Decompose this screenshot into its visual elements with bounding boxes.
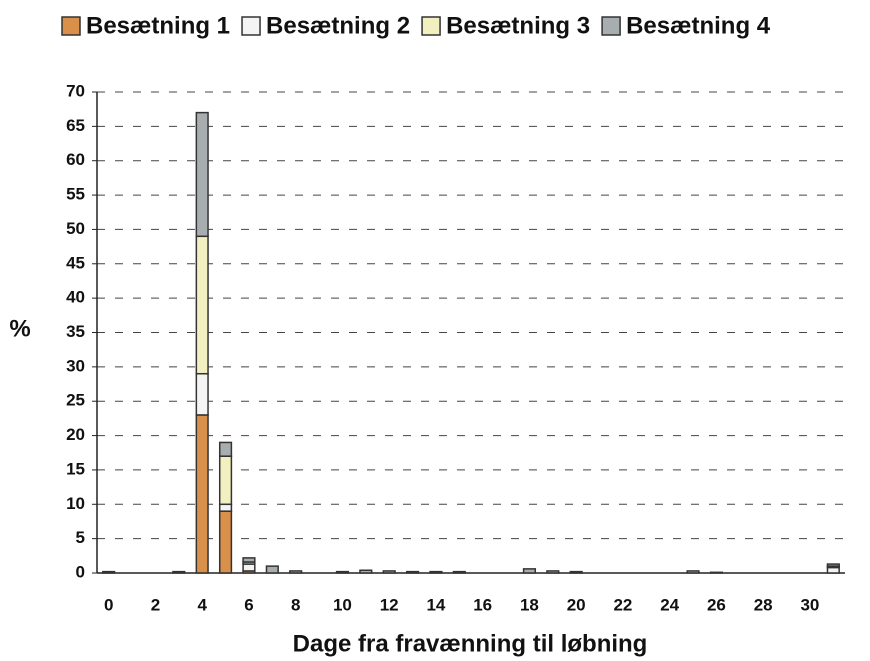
bar-segment bbox=[195, 372, 209, 416]
x-tick-label: 14 bbox=[426, 595, 445, 614]
x-axis-label: Dage fra fravænning til løbning bbox=[293, 630, 648, 657]
y-tick-label: 35 bbox=[66, 322, 85, 341]
bar-segment bbox=[429, 570, 443, 574]
y-tick-label: 5 bbox=[76, 528, 85, 547]
x-tick-label: 0 bbox=[104, 595, 113, 614]
legend-label: Besætning 3 bbox=[446, 12, 590, 39]
legend-label: Besætning 2 bbox=[266, 12, 410, 39]
legend-swatch bbox=[601, 16, 621, 36]
x-tick-label: 2 bbox=[151, 595, 160, 614]
x-tick-label: 16 bbox=[473, 595, 492, 614]
y-tick-label: 10 bbox=[66, 494, 85, 513]
bar-segment bbox=[218, 455, 233, 506]
bar-segment bbox=[826, 563, 840, 567]
bar-segment bbox=[265, 565, 279, 574]
bar-segment bbox=[242, 563, 256, 572]
x-tick-label: 4 bbox=[197, 595, 207, 614]
bar-segment bbox=[686, 570, 700, 574]
bar-segment bbox=[382, 570, 396, 574]
x-tick-label: 10 bbox=[333, 595, 352, 614]
y-axis-label: % bbox=[9, 315, 30, 342]
y-tick-label: 70 bbox=[66, 81, 85, 100]
bar-segment bbox=[218, 503, 233, 512]
y-tick-label: 50 bbox=[66, 219, 85, 238]
bar-segment bbox=[546, 570, 560, 574]
x-tick-label: 26 bbox=[707, 595, 726, 614]
y-tick-label: 60 bbox=[66, 150, 85, 169]
bar-segment bbox=[102, 570, 116, 574]
y-tick-label: 40 bbox=[66, 288, 85, 307]
bar-segment bbox=[172, 570, 186, 574]
x-tick-label: 22 bbox=[613, 595, 632, 614]
bar-segment bbox=[569, 570, 583, 574]
y-tick-label: 30 bbox=[66, 356, 85, 375]
legend-swatch bbox=[421, 16, 441, 36]
x-tick-label: 6 bbox=[244, 595, 253, 614]
x-tick-label: 30 bbox=[800, 595, 819, 614]
bar-segment bbox=[709, 571, 724, 574]
bar-segment bbox=[195, 414, 209, 574]
bar-segment bbox=[218, 510, 233, 574]
bar-segment bbox=[452, 570, 466, 574]
x-tick-label: 28 bbox=[754, 595, 773, 614]
bar-segment bbox=[522, 568, 537, 574]
x-tick-label: 20 bbox=[567, 595, 586, 614]
legend-label: Besætning 4 bbox=[626, 12, 771, 39]
bar-segment bbox=[242, 557, 256, 563]
bar-segment bbox=[218, 441, 233, 457]
bar-segment bbox=[826, 566, 840, 574]
bar-segment bbox=[195, 111, 209, 238]
bar-segment bbox=[289, 570, 303, 574]
x-tick-label: 12 bbox=[380, 595, 399, 614]
x-tick-label: 24 bbox=[660, 595, 679, 614]
y-tick-label: 55 bbox=[66, 185, 85, 204]
bar-segment bbox=[359, 569, 373, 574]
y-tick-label: 25 bbox=[66, 391, 85, 410]
y-tick-label: 20 bbox=[66, 425, 85, 444]
y-tick-label: 15 bbox=[66, 459, 85, 478]
bar-segment bbox=[195, 235, 209, 375]
y-tick-label: 65 bbox=[66, 116, 85, 135]
y-tick-label: 0 bbox=[76, 562, 85, 581]
legend-swatch bbox=[241, 16, 261, 36]
legend-label: Besætning 1 bbox=[86, 12, 230, 39]
x-tick-label: 18 bbox=[520, 595, 539, 614]
bar-segment bbox=[335, 570, 350, 574]
bar-segment bbox=[405, 570, 420, 574]
x-tick-label: 8 bbox=[291, 595, 300, 614]
legend-swatch bbox=[61, 16, 81, 36]
y-tick-label: 45 bbox=[66, 253, 85, 272]
